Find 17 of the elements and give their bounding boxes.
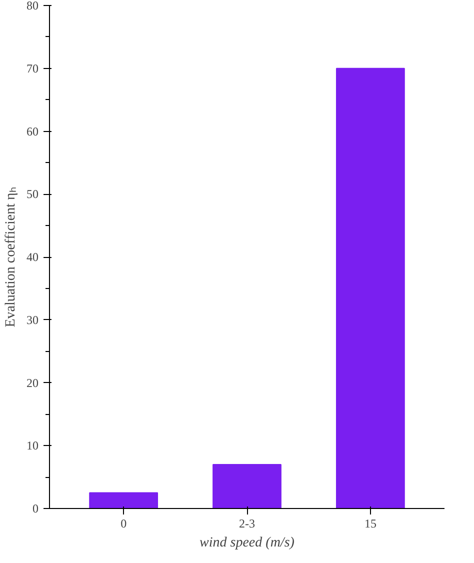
y-axis-title: Evaluation coefficient ηₕ — [4, 186, 18, 328]
y-tick-label: 50 — [26, 187, 38, 202]
y-tick-label: 60 — [26, 124, 38, 138]
x-tick-label: 2-3 — [239, 516, 255, 530]
bar — [212, 464, 282, 508]
y-tick-label: 40 — [26, 250, 38, 264]
y-tick-label: 20 — [26, 376, 38, 390]
x-tick-label: 15 — [364, 516, 376, 530]
y-tick-label: 70 — [26, 61, 38, 76]
y-tick-label: 80 — [26, 0, 38, 12]
x-tick-label: 0 — [120, 516, 127, 530]
bar — [336, 68, 405, 508]
y-tick-label: 30 — [26, 312, 38, 327]
x-axis-title: wind speed (m/s) — [200, 536, 295, 550]
y-tick-label: 0 — [32, 502, 38, 516]
y-tick-label: 10 — [26, 438, 38, 453]
bar — [89, 492, 158, 508]
